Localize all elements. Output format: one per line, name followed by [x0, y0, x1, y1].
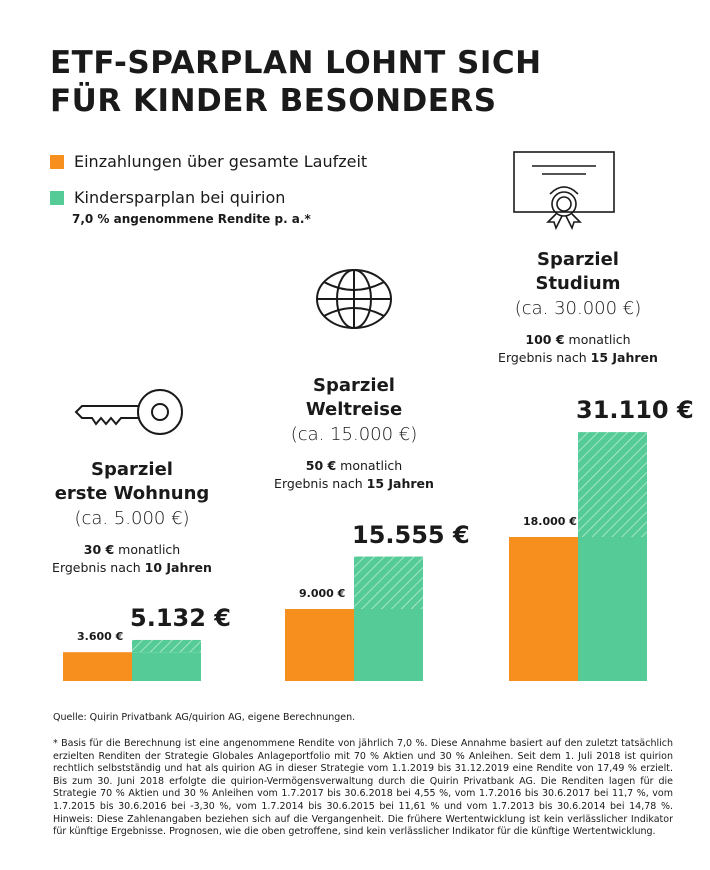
monthly-label: monatlich [336, 458, 403, 473]
group-monthly: 50 € monatlich Ergebnis nach 15 Jahren [224, 457, 484, 493]
group-weltreise: Sparziel Weltreise (ca. 15.000 €) 50 € m… [224, 374, 484, 493]
bar-quirion [132, 652, 201, 681]
key-icon [74, 389, 183, 435]
group-title-line1: Sparziel [313, 375, 395, 396]
source-note: Quelle: Quirin Privatbank AG/quirion AG,… [53, 712, 356, 723]
monthly-label: monatlich [564, 332, 631, 347]
bar-quirion-gain [132, 639, 201, 653]
result-prefix: Ergebnis nach [274, 476, 367, 491]
bar-deposits [63, 652, 132, 681]
bar-quirion-gain [354, 556, 423, 609]
bar-chart [63, 432, 647, 681]
legend-item-deposits: Einzahlungen über gesamte Laufzeit [50, 152, 367, 171]
group-title-line1: Sparziel [91, 459, 173, 480]
result-years: 15 Jahren [590, 350, 658, 365]
monthly-amount: 50 € [305, 458, 337, 473]
group-title-line2: Studium [535, 273, 621, 294]
bar-label-deposits: 9.000 € [299, 587, 346, 600]
legend-swatch-orange [50, 154, 64, 169]
result-years: 15 Jahren [366, 476, 434, 491]
legend-label: Kindersparplan bei quirion [74, 188, 286, 207]
bar-label-quirion: 5.132 € [130, 603, 231, 632]
bar-label-deposits: 18.000 € [523, 515, 577, 528]
group-title-line1: Sparziel [537, 249, 619, 270]
group-monthly: 30 € monatlich Ergebnis nach 10 Jahren [2, 541, 262, 577]
group-studium: Sparziel Studium (ca. 30.000 €) 100 € mo… [448, 248, 708, 367]
globe-icon [316, 269, 392, 329]
monthly-label: monatlich [114, 542, 181, 557]
monthly-amount: 100 € [525, 332, 565, 347]
page-title: ETF-SPARPLAN LOHNT SICH FÜR KINDER BESON… [50, 44, 542, 120]
result-years: 10 Jahren [144, 560, 212, 575]
bar-label-quirion: 15.555 € [352, 520, 470, 549]
legend-label: Einzahlungen über gesamte Laufzeit [74, 152, 368, 171]
bar-quirion [354, 609, 423, 681]
group-title-line2: erste Wohnung [54, 483, 210, 504]
title-line-2: FÜR KINDER BESONDERS [50, 83, 497, 119]
monthly-amount: 30 € [83, 542, 115, 557]
title-line-1: ETF-SPARPLAN LOHNT SICH [50, 45, 542, 81]
result-prefix: Ergebnis nach [52, 560, 145, 575]
legend-swatch-green [50, 190, 64, 205]
bar-quirion-gain [578, 432, 647, 537]
group-erste-wohnung: Sparziel erste Wohnung (ca. 5.000 €) 30 … [2, 458, 262, 577]
group-goal: (ca. 30.000 €) [514, 298, 642, 319]
bar-label-deposits: 3.600 € [77, 630, 124, 644]
legend-note: 7,0 % angenommene Rendite p. a.* [72, 212, 311, 226]
group-goal: (ca. 15.000 €) [290, 424, 418, 445]
group-monthly: 100 € monatlich Ergebnis nach 15 Jahren [448, 331, 708, 367]
certificate-icon [513, 151, 615, 230]
bar-deposits [285, 609, 354, 681]
bar-quirion [578, 537, 647, 681]
result-prefix: Ergebnis nach [498, 350, 591, 365]
bar-deposits [509, 537, 578, 681]
group-title-line2: Weltreise [305, 399, 403, 420]
bar-label-quirion: 31.110 € [576, 396, 694, 425]
group-goal: (ca. 5.000 €) [74, 508, 190, 529]
legend-item-quirion: Kindersparplan bei quirion [50, 188, 285, 207]
footnote: * Basis für die Berechnung ist eine ange… [53, 738, 673, 838]
